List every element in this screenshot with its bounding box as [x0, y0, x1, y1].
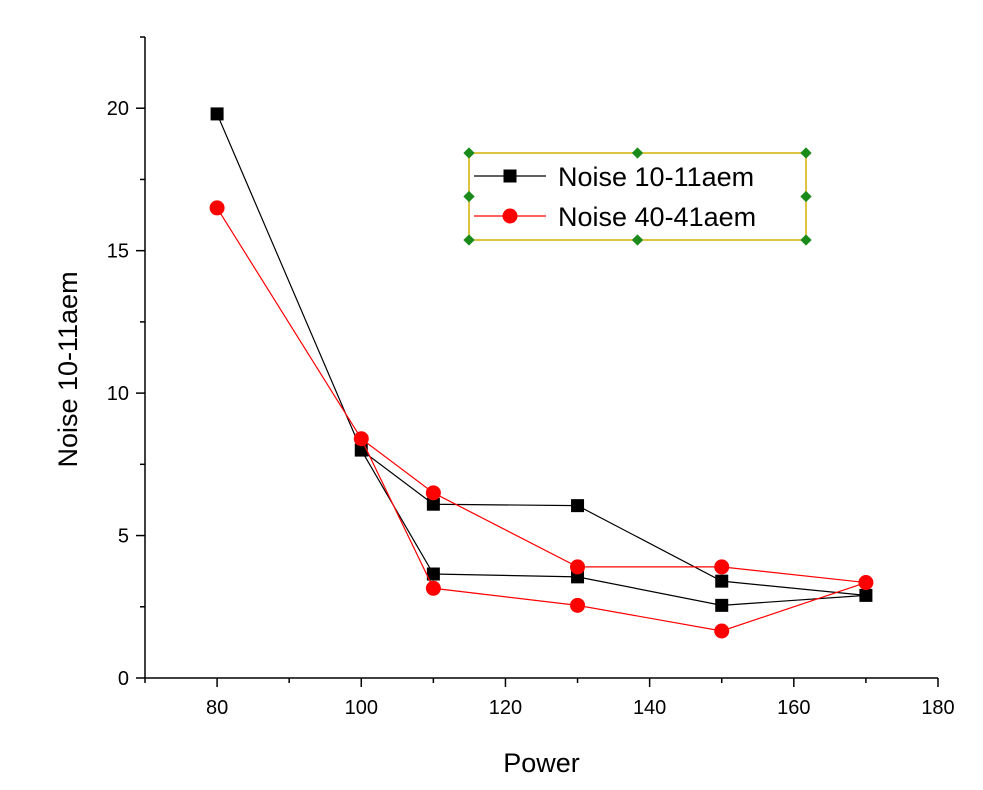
data-point [425, 485, 441, 501]
series-layer [209, 107, 874, 639]
data-point [426, 567, 440, 581]
series-line [216, 207, 867, 632]
legend-selection-handle [800, 147, 812, 159]
x-tick-label: 100 [345, 697, 378, 719]
data-point [715, 598, 729, 612]
legend-marker [503, 169, 517, 183]
legend-selection-handle [463, 147, 475, 159]
legend[interactable]: Noise 10-11aem Noise 40-41aem [463, 147, 812, 246]
y-axis-title: Noise 10-11aem [53, 271, 83, 467]
data-point [571, 499, 585, 513]
y-tick-label: 0 [118, 668, 129, 690]
axes: 80 100 120 140 160 180 0 5 10 15 20 [107, 36, 955, 719]
legend-selection-handle [463, 234, 475, 246]
legend-selection-handle [800, 190, 812, 203]
data-point [714, 559, 730, 575]
x-tick-label: 80 [206, 697, 228, 719]
data-point [426, 497, 440, 511]
legend-selection-handle [463, 190, 475, 203]
legend-entry-label: Noise 40-41aem [558, 202, 756, 232]
x-tick-label: 180 [921, 697, 954, 719]
y-tick-label: 20 [107, 98, 129, 120]
y-tick-label: 5 [118, 526, 129, 548]
data-point [353, 431, 369, 447]
y-tick-label: 10 [107, 383, 129, 405]
x-tick-label: 160 [777, 697, 810, 719]
data-point [570, 559, 586, 575]
legend-selection-handle [631, 234, 644, 246]
data-point [209, 200, 225, 216]
legend-entry-label: Noise 10-11aem [558, 162, 754, 192]
data-point [210, 107, 224, 121]
legend-marker [502, 208, 518, 224]
x-axis-title: Power [503, 748, 580, 778]
data-point [858, 575, 874, 591]
series-2 [209, 200, 874, 639]
data-point [570, 597, 586, 613]
y-tick-label: 15 [107, 241, 129, 263]
data-point [354, 443, 368, 457]
series-line [216, 113, 866, 606]
legend-selection-handle [800, 234, 812, 246]
data-point [714, 623, 730, 639]
series-1 [210, 107, 873, 612]
data-point [715, 574, 729, 588]
x-tick-label: 140 [633, 697, 666, 719]
data-point [859, 588, 873, 602]
x-tick-label: 120 [489, 697, 522, 719]
data-point [425, 580, 441, 596]
legend-selection-handle [631, 147, 644, 159]
